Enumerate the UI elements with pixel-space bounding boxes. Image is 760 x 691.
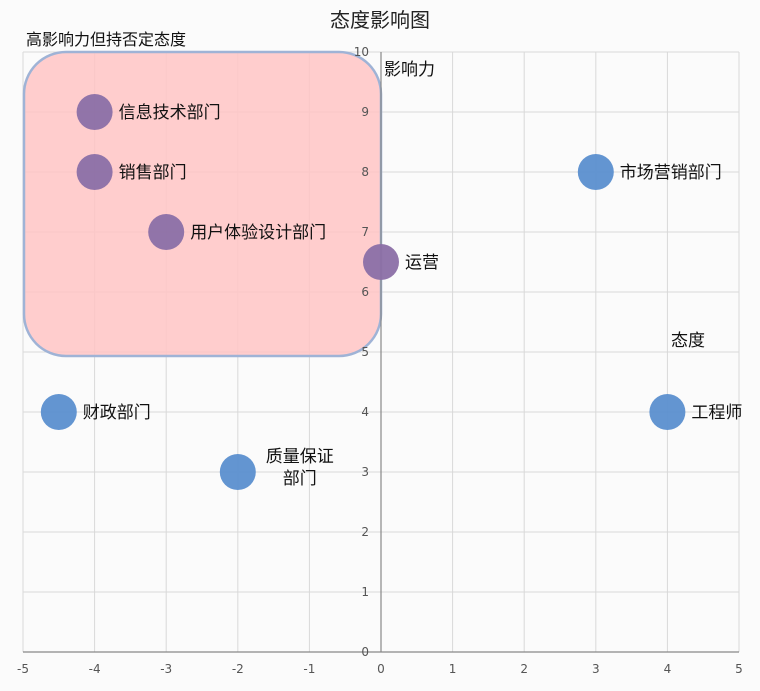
- data-label: 工程师: [691, 403, 742, 423]
- highlight-rect: [22, 50, 383, 358]
- x-tick-label: -3: [160, 662, 172, 676]
- data-point: [363, 244, 399, 280]
- x-tick-label: -5: [17, 662, 29, 676]
- data-label: 信息技术部门: [119, 103, 221, 123]
- x-tick-label: -2: [232, 662, 244, 676]
- y-tick-label: 6: [361, 285, 369, 299]
- axes: [23, 52, 739, 653]
- y-tick-label: 1: [361, 585, 369, 599]
- data-point: [76, 94, 113, 130]
- x-tick-labels: -5 -4 -3 -2 -1 0 1 2 3 4 5: [17, 662, 743, 676]
- data-point: [649, 394, 686, 430]
- data-label-line: 部门: [283, 469, 317, 489]
- y-axis-label: 影响力: [384, 60, 435, 80]
- x-tick-label: -1: [303, 662, 315, 676]
- quadrant-label: 高影响力但持否定态度: [26, 30, 186, 49]
- data-point: [148, 214, 185, 250]
- data-point: [40, 394, 77, 430]
- data-label: 销售部门: [119, 163, 187, 183]
- data-label: 市场营销部门: [620, 163, 722, 183]
- data-label: 质量保证部门: [266, 447, 334, 489]
- y-tick-labels: 0 1 2 3 4 5 6 7 8 9 10: [354, 45, 369, 659]
- y-tick-label: 5: [361, 345, 369, 359]
- data-label: 用户体验设计部门: [190, 223, 326, 243]
- data-label: 运营: [405, 253, 439, 273]
- x-tick-label: 0: [377, 662, 385, 676]
- x-tick-label: 5: [735, 662, 743, 676]
- y-tick-label: 7: [361, 225, 369, 239]
- data-label-line: 质量保证: [266, 447, 334, 467]
- y-tick-label: 3: [361, 465, 369, 479]
- data-points: [40, 94, 686, 490]
- data-label: 财政部门: [83, 403, 151, 423]
- y-tick-label: 0: [361, 645, 369, 659]
- x-tick-label: -4: [89, 662, 101, 676]
- x-tick-label: 3: [592, 662, 600, 676]
- data-point: [76, 154, 113, 190]
- data-point: [219, 454, 256, 490]
- y-tick-label: 10: [354, 45, 369, 59]
- x-tick-label: 4: [664, 662, 672, 676]
- y-tick-label: 8: [361, 165, 369, 179]
- x-axis-label: 态度: [671, 331, 705, 351]
- data-point: [577, 154, 614, 190]
- chart-title: 态度影响图: [330, 8, 430, 32]
- y-tick-label: 4: [361, 405, 369, 419]
- y-tick-label: 9: [361, 105, 369, 119]
- y-tick-label: 2: [361, 525, 369, 539]
- highlight-region: [22, 50, 383, 358]
- x-tick-label: 1: [449, 662, 457, 676]
- x-tick-label: 2: [520, 662, 528, 676]
